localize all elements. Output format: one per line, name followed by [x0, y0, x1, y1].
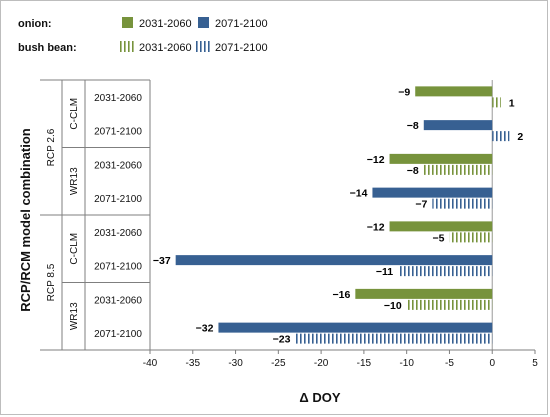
legend-label-onion-2071: 2071-2100	[215, 18, 268, 30]
plot-area: −9 1 −8 2 −12 −8 −14 −7 −12 −5 −37 −11 −16 −10 −32 −23	[153, 80, 523, 350]
onion-value-label-1: −9	[398, 86, 410, 98]
bean-value-label-6: −11	[376, 266, 393, 278]
category-labels: 2031-2060 2071-2100 2031-2060 2071-2100 2031…	[40, 79, 151, 351]
onion-bar-8	[218, 322, 493, 333]
onion-value-label-6: −37	[153, 255, 171, 267]
period-label-3: 2031-2060	[94, 160, 142, 171]
legend-swatch-bean-2071	[195, 41, 210, 52]
period-label-1: 2031-2060	[94, 93, 142, 104]
onion-bar-5	[389, 221, 493, 232]
onion-value-label-5: −12	[367, 221, 385, 233]
bean-value-label-1: 1	[509, 97, 515, 109]
x-axis: -40 -35 -30 -25 -20 -15 -10 -5 0 5	[143, 349, 538, 369]
bean-bar-2	[492, 131, 510, 142]
onion-value-label-4: −14	[350, 188, 368, 200]
legend-group-bush-bean: bush bean:	[18, 42, 77, 54]
onion-bar-3	[389, 153, 493, 164]
onion-bar-1	[415, 86, 493, 97]
bean-bar-3	[423, 164, 493, 175]
onion-value-label-2: −8	[407, 120, 419, 132]
x-tick-label: -15	[357, 358, 372, 369]
onion-bar-6	[175, 255, 493, 266]
bean-bar-8	[295, 333, 493, 344]
bean-bar-4	[432, 198, 493, 209]
bean-value-label-4: −7	[415, 199, 427, 211]
rcp-label-2: RCP 8.5	[46, 263, 57, 301]
x-tick-label: -35	[186, 358, 201, 369]
onion-value-label-8: −32	[196, 323, 214, 335]
bean-bar-5	[449, 232, 493, 243]
onion-value-label-7: −16	[333, 289, 351, 301]
bean-value-label-5: −5	[432, 232, 444, 244]
legend-swatch-bean-2031	[119, 41, 134, 52]
x-tick-label: -5	[445, 358, 454, 369]
bean-bar-7	[406, 299, 493, 310]
period-label-7: 2031-2060	[94, 295, 142, 306]
x-tick-label: -25	[271, 358, 286, 369]
bean-value-label-7: −10	[384, 300, 402, 312]
x-axis-title: Δ DOY	[299, 390, 340, 405]
x-tick-label: 5	[532, 358, 538, 369]
legend-swatch-onion-2071	[198, 17, 209, 28]
legend-label-onion-2031: 2031-2060	[139, 18, 192, 30]
x-tick-label: 0	[489, 358, 495, 369]
x-tick-label: -40	[143, 358, 158, 369]
onion-bar-7	[355, 288, 493, 299]
onion-bar-2	[423, 120, 493, 131]
rcm-label-1: C-CLM	[69, 98, 80, 130]
rcm-label-2: WR13	[69, 167, 80, 195]
legend-label-bean-2071: 2071-2100	[215, 42, 268, 54]
legend-label-bean-2031: 2031-2060	[139, 42, 192, 54]
rcm-label-4: WR13	[69, 302, 80, 330]
rcm-label-3: C-CLM	[69, 233, 80, 265]
onion-bar-4	[372, 187, 493, 198]
x-tick-label: -20	[314, 358, 329, 369]
bean-value-label-8: −23	[273, 334, 291, 346]
legend-group-onion: onion:	[18, 18, 52, 30]
onion-value-label-3: −12	[367, 154, 385, 166]
legend-swatch-onion-2031	[122, 17, 133, 28]
legend: onion: 2031-2060 2071-2100 bush bean: 20…	[18, 17, 268, 54]
period-label-4: 2071-2100	[94, 194, 142, 205]
x-tick-label: -30	[228, 358, 243, 369]
period-label-8: 2071-2100	[94, 329, 142, 340]
x-tick-label: -10	[399, 358, 414, 369]
bean-value-label-3: −8	[407, 165, 419, 177]
period-label-5: 2031-2060	[94, 228, 142, 239]
bean-bar-1	[492, 97, 501, 108]
bean-bar-6	[398, 266, 493, 277]
bean-value-label-2: 2	[517, 131, 523, 143]
y-axis-title: RCP/RCM model combination	[18, 128, 33, 312]
period-label-6: 2071-2100	[94, 262, 142, 273]
rcp-label-1: RCP 2.6	[46, 128, 57, 166]
period-label-2: 2071-2100	[94, 127, 142, 138]
